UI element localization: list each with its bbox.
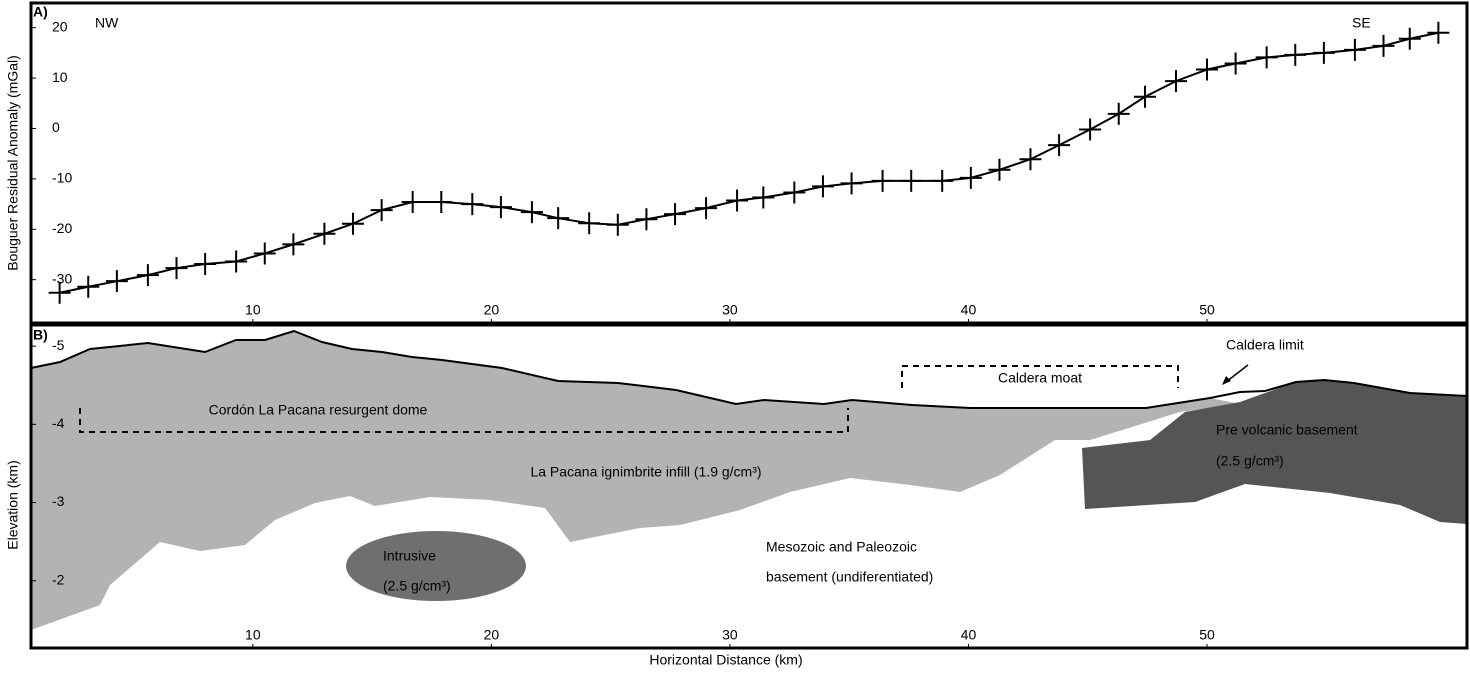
x-tick-label: 40 (961, 302, 977, 318)
data-marker (401, 191, 424, 214)
data-marker (342, 212, 365, 235)
data-marker (520, 201, 543, 224)
data-marker (430, 191, 453, 214)
x-tick-label: 30 (722, 302, 738, 318)
x-tick-label: 40 (961, 627, 977, 643)
panel-a-frame (29, 1, 1469, 325)
data-marker (282, 233, 305, 256)
y-tick-label: 20 (52, 18, 68, 34)
y-tick-label: 10 (52, 69, 68, 85)
annotation: Caldera moat (998, 370, 1082, 386)
x-tick-label: 30 (722, 627, 738, 643)
annotation: NW (95, 15, 119, 31)
y-tick-label: -5 (52, 337, 65, 353)
data-marker (959, 166, 982, 189)
data-marker (461, 193, 484, 216)
data-marker (48, 281, 71, 304)
data-marker (664, 203, 687, 226)
data-marker (635, 208, 658, 231)
data-marker (1079, 118, 1102, 141)
x-tick-label: 20 (484, 302, 500, 318)
data-marker (489, 196, 512, 219)
y-axis-label: Elevation (km) (5, 460, 21, 549)
y-tick-label: -30 (52, 270, 72, 286)
data-marker (165, 257, 188, 280)
data-line (59, 31, 1439, 294)
data-marker (578, 212, 601, 235)
data-marker (1164, 70, 1187, 93)
data-marker (1255, 46, 1278, 69)
surface-line (30, 329, 1468, 409)
data-marker (1107, 102, 1130, 125)
y-tick-label: -20 (52, 220, 72, 236)
y-tick-label: -2 (52, 571, 65, 587)
y-tick-label: -4 (52, 415, 65, 431)
data-marker (840, 172, 863, 195)
data-marker (547, 207, 570, 230)
panel-b-frame (29, 323, 1469, 650)
data-marker (1195, 58, 1218, 81)
pre-volcanic-basement (1082, 380, 1467, 524)
data-marker (1372, 34, 1395, 57)
annotation: Pre volcanic basement (1216, 422, 1358, 438)
panel-label: B) (33, 327, 48, 343)
annotation: (2.5 g/cm³) (1216, 453, 1284, 469)
ignimbrite-infill (31, 331, 1240, 630)
data-marker (752, 186, 775, 209)
data-marker (1427, 21, 1450, 44)
data-marker (225, 250, 248, 273)
data-marker (1312, 41, 1335, 64)
data-marker (105, 270, 128, 293)
data-marker (1398, 27, 1421, 50)
x-tick-label: 50 (1199, 627, 1215, 643)
data-marker (370, 199, 393, 222)
data-marker (1133, 85, 1156, 108)
caldera-arrow-head (1222, 376, 1231, 385)
annotation: La Pacana ignimbrite infill (1.9 g/cm³) (530, 464, 761, 480)
data-marker (194, 253, 217, 276)
annotation: Intrusive (383, 548, 436, 564)
moat-outline (901, 365, 1179, 388)
data-marker (988, 158, 1011, 181)
annotation: Caldera limit (1226, 337, 1304, 353)
annotation: SE (1352, 15, 1371, 31)
annotation: (2.5 g/cm³) (383, 578, 451, 594)
data-marker (136, 264, 159, 287)
data-marker (811, 175, 834, 198)
data-marker (726, 189, 749, 212)
x-axis-label: Horizontal Distance (km) (649, 652, 802, 668)
annotation: Mesozoic and Paleozoic (766, 539, 917, 555)
x-tick-label: 20 (484, 627, 500, 643)
data-marker (253, 242, 276, 265)
y-tick-label: -10 (52, 170, 72, 186)
data-marker (1284, 43, 1307, 66)
data-marker (695, 197, 718, 220)
data-marker (77, 275, 100, 298)
data-marker (1048, 134, 1071, 157)
data-marker (1224, 52, 1247, 75)
x-tick-label: 10 (245, 627, 261, 643)
annotation: basement (undiferentiated) (766, 569, 933, 585)
x-tick-label: 10 (245, 302, 261, 318)
x-tick-label: 50 (1199, 302, 1215, 318)
data-marker (1019, 148, 1042, 171)
data-marker (313, 222, 336, 245)
data-marker (931, 169, 954, 192)
data-marker (1343, 38, 1366, 61)
data-marker (871, 169, 894, 192)
data-marker (606, 213, 629, 236)
panel-label: A) (33, 4, 48, 20)
caldera-arrow (1225, 364, 1249, 383)
y-tick-label: -3 (52, 493, 65, 509)
intrusive-body (346, 531, 526, 601)
data-marker (783, 181, 806, 204)
annotation: Cordón La Pacana resurgent dome (209, 402, 428, 418)
y-axis-label: Bouguer Residual Anomaly (mGal) (5, 55, 21, 271)
y-tick-label: 0 (52, 119, 60, 135)
dome-outline (79, 408, 849, 433)
data-marker (900, 169, 923, 192)
